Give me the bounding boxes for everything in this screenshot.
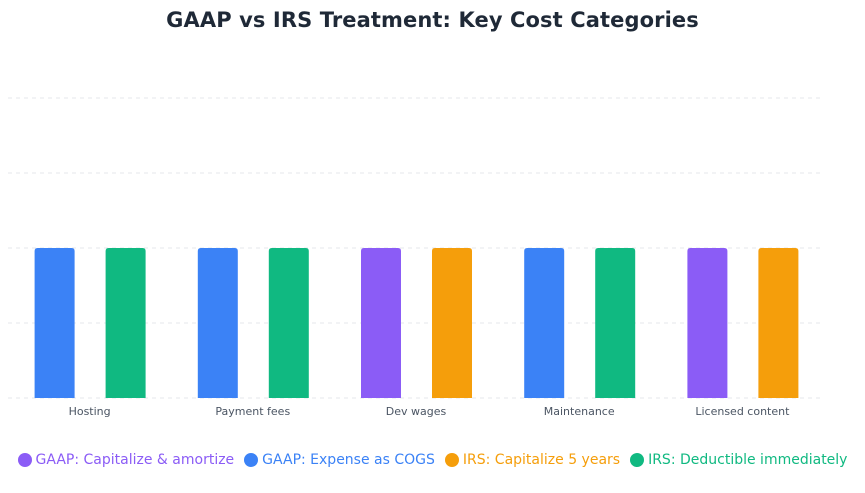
x-tick-label: Licensed content [695, 405, 790, 418]
legend: GAAP: Capitalize & amortize GAAP: Expense… [0, 452, 865, 468]
chart-title: GAAP vs IRS Treatment: Key Cost Categori… [166, 8, 699, 32]
legend-label: IRS: Capitalize 5 years [462, 452, 621, 468]
legend-swatch [444, 453, 459, 467]
bar-irs-licensed-content [758, 248, 799, 398]
chart-plot-area: Hosting Payment fees Dev wages Maintenance L… [8, 97, 824, 418]
legend-swatch [244, 453, 259, 467]
bar-irs-payment-fees [268, 248, 309, 398]
bar-irs-hosting [105, 248, 146, 398]
x-tick-label: Hosting [69, 405, 111, 418]
legend-label: GAAP: Expense as COGS [262, 452, 435, 468]
legend-item[interactable]: GAAP: Expense as COGS [244, 452, 435, 468]
legend-item[interactable]: IRS: Capitalize 5 years [444, 452, 621, 468]
bars [34, 248, 799, 398]
bar-gaap-hosting [34, 248, 75, 398]
legend-swatch [630, 453, 645, 467]
x-tick-label: Payment fees [215, 405, 290, 418]
bar-irs-maintenance [595, 248, 636, 398]
legend-label: GAAP: Capitalize & amortize [35, 452, 235, 468]
x-tick-label: Dev wages [386, 405, 447, 418]
legend-swatch [17, 453, 32, 467]
x-tick-labels: Hosting Payment fees Dev wages Maintenance L… [69, 405, 791, 418]
bar-gaap-maintenance [524, 248, 565, 398]
legend-item[interactable]: GAAP: Capitalize & amortize [17, 452, 235, 468]
legend-label: IRS: Deductible immediately [648, 452, 848, 468]
bar-gaap-dev-wages [361, 248, 401, 398]
bar-gaap-licensed-content [687, 248, 728, 398]
bar-gaap-payment-fees [197, 248, 238, 398]
bar-irs-dev-wages [432, 248, 472, 398]
legend-item[interactable]: IRS: Deductible immediately [630, 452, 847, 468]
x-tick-label: Maintenance [544, 405, 615, 418]
